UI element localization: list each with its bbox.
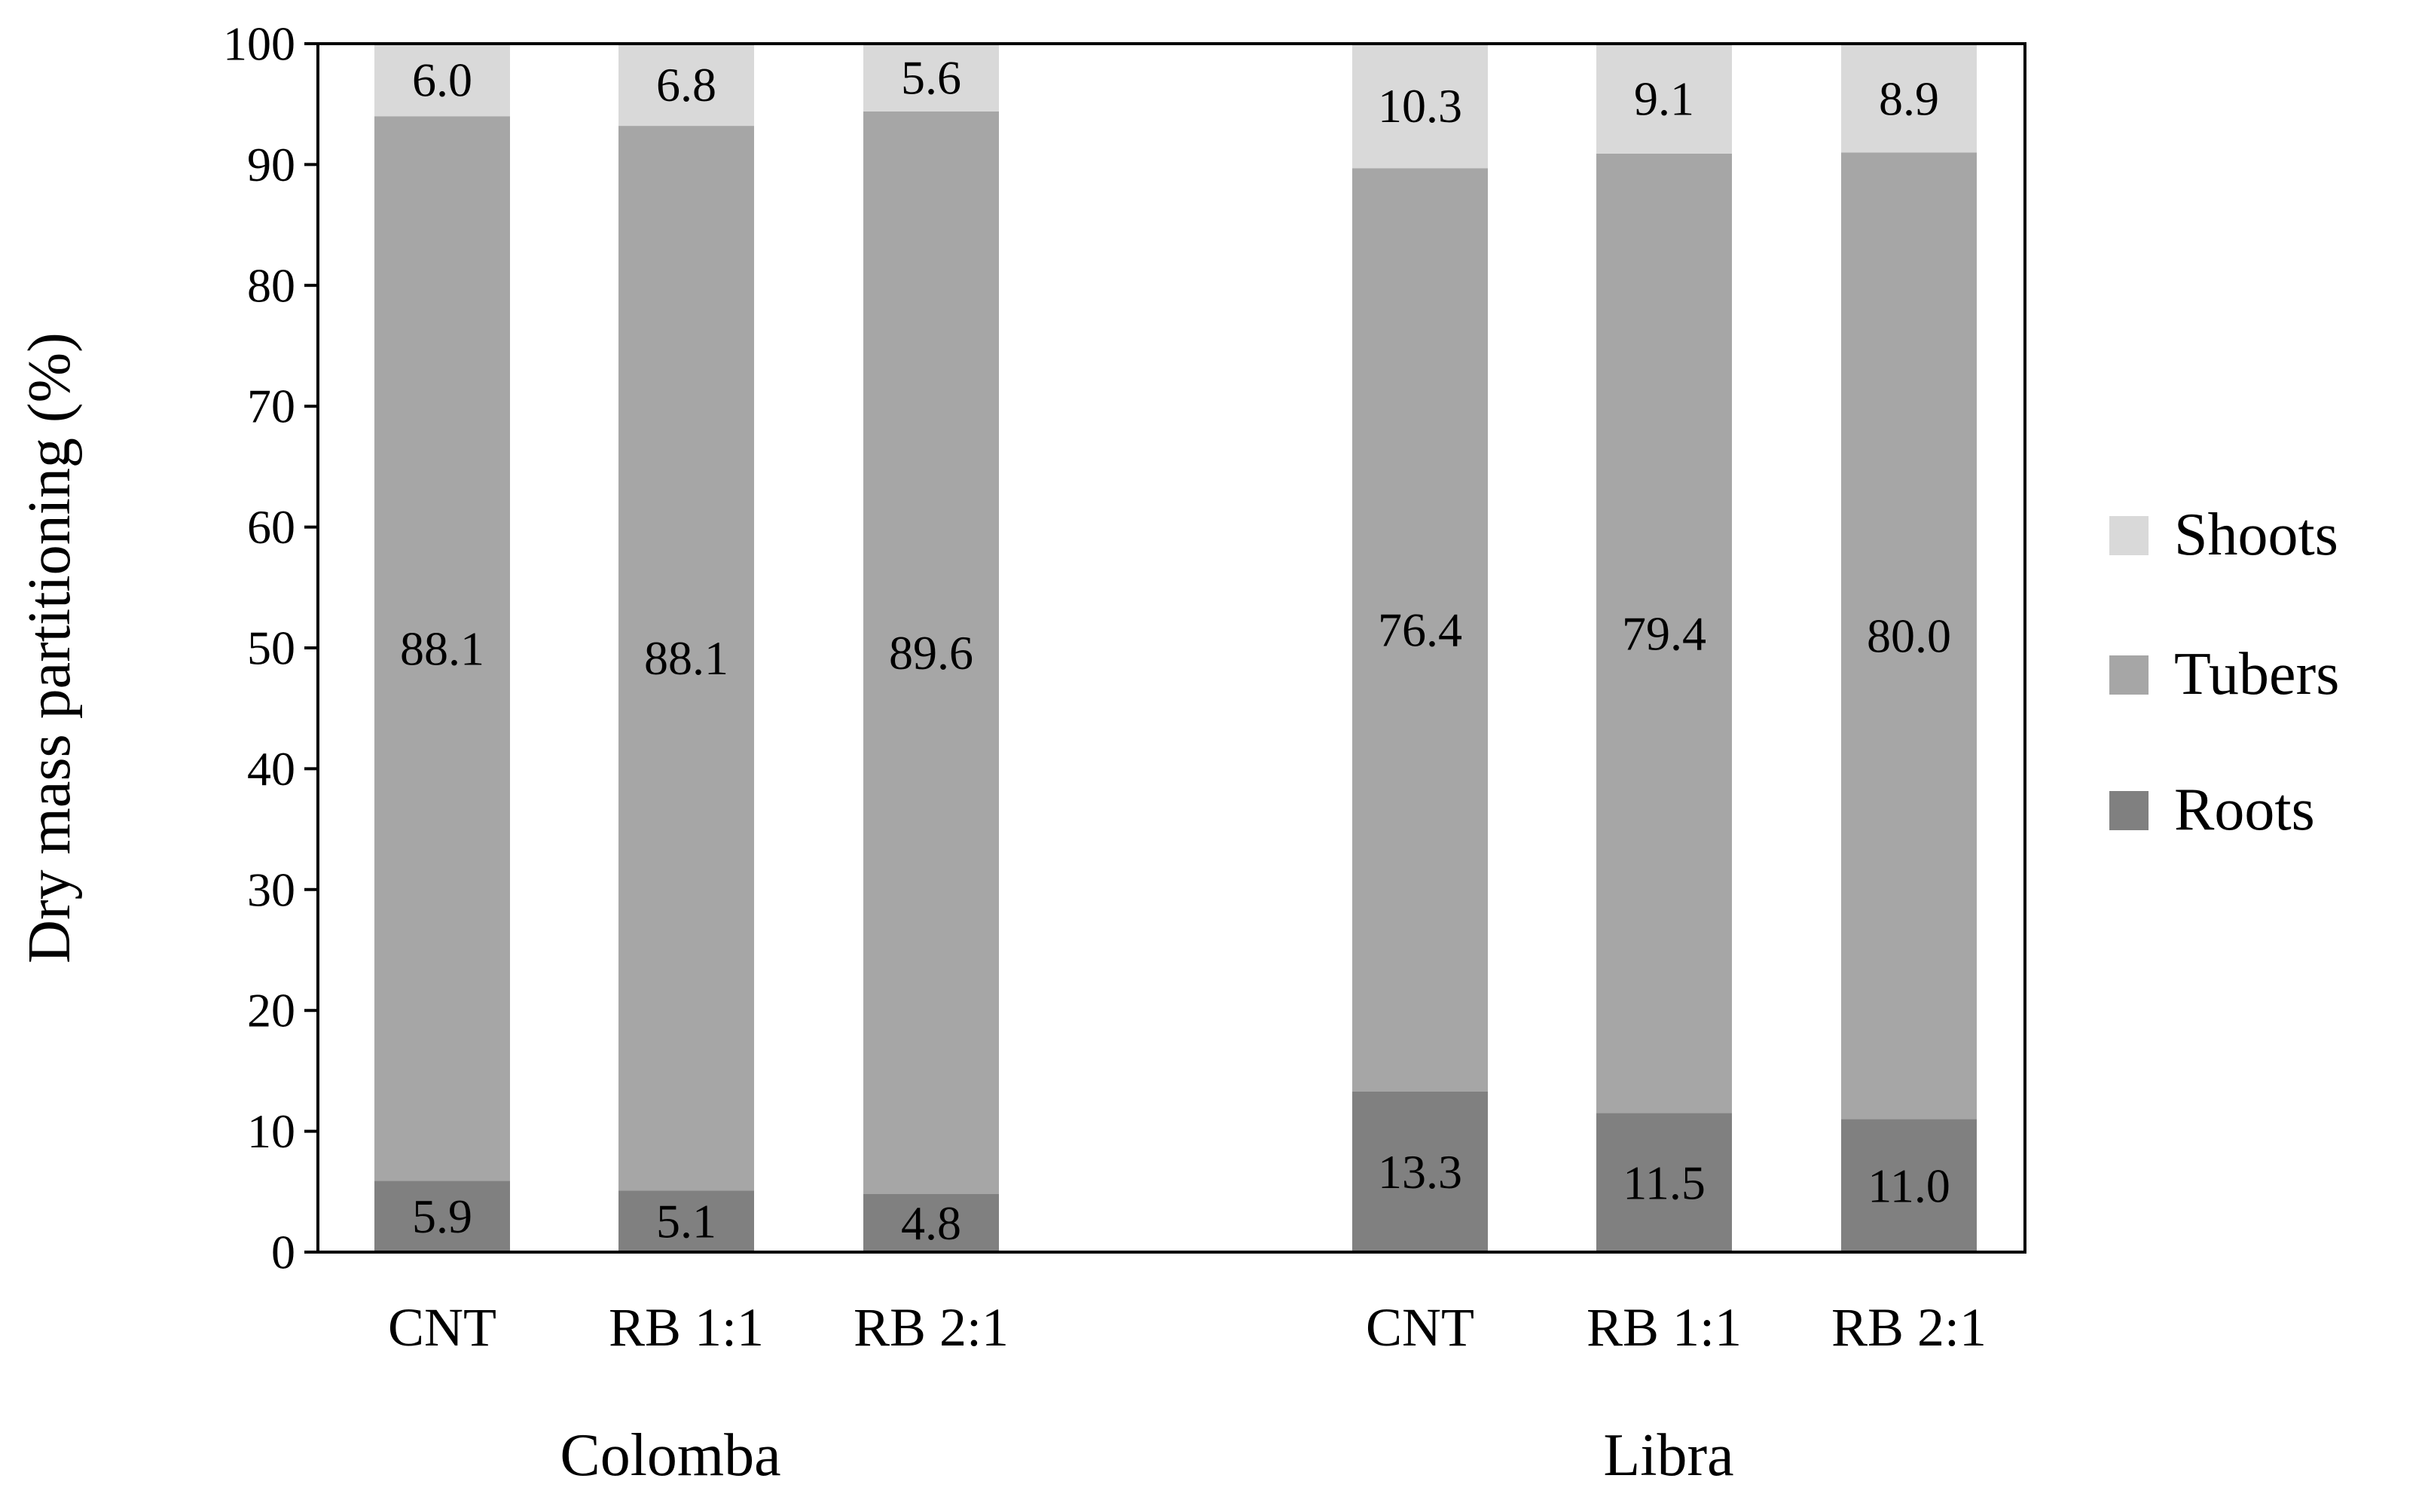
- category-label-colomba-2: RB 1:1: [609, 1297, 764, 1358]
- plot-frame: [316, 42, 2026, 1254]
- bar-shoots-libra-1: [1352, 44, 1488, 169]
- bar-shoots-libra-2: [1596, 44, 1732, 154]
- legend-swatch-shoots: [2109, 516, 2149, 555]
- bar-tubers-libra-2: [1596, 153, 1732, 1113]
- y-tick-label: 80: [247, 258, 295, 312]
- y-tick-label: 60: [247, 500, 295, 554]
- data-label-roots-libra-3: 11.0: [1868, 1159, 1950, 1212]
- data-label-shoots-libra-2: 9.1: [1634, 72, 1694, 125]
- bar-tubers-libra-3: [1841, 152, 1977, 1119]
- data-label-shoots-colomba-1: 6.0: [412, 53, 472, 107]
- bar-roots-colomba-1: [374, 1181, 510, 1252]
- category-label-colomba-1: CNT: [388, 1297, 496, 1358]
- y-tick-label: 0: [271, 1226, 295, 1279]
- y-tick-label: 40: [247, 742, 295, 796]
- data-label-shoots-colomba-3: 5.6: [901, 50, 961, 104]
- bar-tubers-colomba-3: [863, 111, 999, 1195]
- bar-roots-libra-1: [1352, 1091, 1488, 1252]
- data-label-tubers-libra-2: 79.4: [1622, 606, 1706, 660]
- category-label-libra-2: RB 1:1: [1587, 1297, 1742, 1358]
- bar-shoots-colomba-3: [863, 44, 999, 111]
- bars-layer: [374, 44, 1977, 1252]
- legend-swatch-roots: [2109, 791, 2149, 830]
- legend-swatch-tubers: [2109, 655, 2149, 695]
- bar-roots-libra-2: [1596, 1113, 1732, 1252]
- bar-shoots-colomba-2: [618, 44, 754, 127]
- data-label-tubers-colomba-2: 88.1: [644, 631, 728, 685]
- data-label-tubers-colomba-3: 89.6: [889, 626, 973, 680]
- bar-tubers-colomba-2: [618, 126, 754, 1191]
- legend-label-tubers: Tubers: [2174, 641, 2339, 707]
- bar-roots-libra-3: [1841, 1119, 1977, 1252]
- data-label-tubers-libra-1: 76.4: [1378, 603, 1462, 656]
- data-label-roots-colomba-3: 4.8: [901, 1196, 961, 1250]
- bar-shoots-libra-3: [1841, 44, 1977, 153]
- data-label-roots-libra-1: 13.3: [1378, 1145, 1462, 1199]
- y-tick-label: 10: [247, 1104, 295, 1158]
- data-label-roots-libra-2: 11.5: [1623, 1156, 1706, 1209]
- data-labels-layer: 5.9 88.1 6.0 5.1 88.1 6.8 4.8 89.6 5.6 13.3 76.4 10…: [400, 50, 1951, 1250]
- y-axis-title: Dry mass partitioning (%): [17, 332, 83, 964]
- y-tick-label: 90: [247, 138, 295, 191]
- bar-tubers-libra-1: [1352, 168, 1488, 1092]
- category-label-libra-1: CNT: [1366, 1297, 1474, 1358]
- data-label-shoots-libra-1: 10.3: [1378, 79, 1462, 133]
- category-label-libra-3: RB 2:1: [1831, 1297, 1987, 1358]
- bar-roots-colomba-2: [618, 1190, 754, 1252]
- group-label-libra: Libra: [1603, 1422, 1733, 1489]
- y-tick-label: 20: [247, 984, 295, 1037]
- data-label-tubers-colomba-1: 88.1: [400, 622, 484, 675]
- legend-label-shoots: Shoots: [2174, 502, 2338, 568]
- category-label-colomba-3: RB 2:1: [854, 1297, 1009, 1358]
- group-label-colomba: Colomba: [560, 1422, 780, 1489]
- axes-layer: CNT RB 1:1 RB 2:1 Colomba CNT RB 1:1 RB 2:1 Lib…: [223, 17, 2026, 1489]
- data-label-shoots-libra-3: 8.9: [1879, 72, 1939, 125]
- y-tick-label: 100: [223, 17, 295, 71]
- data-label-roots-colomba-2: 5.1: [656, 1195, 716, 1248]
- bar-roots-colomba-3: [863, 1194, 999, 1252]
- data-label-roots-colomba-1: 5.9: [412, 1190, 472, 1243]
- y-tick-label: 50: [247, 622, 295, 675]
- data-label-shoots-colomba-2: 6.8: [656, 58, 716, 111]
- y-tick-label: 30: [247, 863, 295, 916]
- bar-tubers-colomba-1: [374, 116, 510, 1181]
- y-tick-label: 70: [247, 380, 295, 433]
- legend: Shoots Tubers Roots: [2109, 502, 2339, 843]
- data-label-tubers-libra-3: 80.0: [1867, 609, 1951, 662]
- legend-label-roots: Roots: [2174, 777, 2315, 843]
- bar-shoots-colomba-1: [374, 44, 510, 117]
